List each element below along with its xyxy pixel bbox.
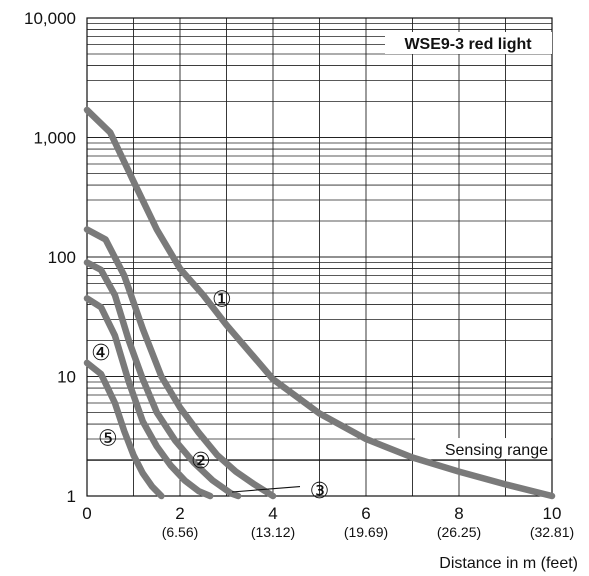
x-axis-title: Distance in m (feet) <box>439 555 578 572</box>
series-annotation-3: ③ <box>310 479 330 504</box>
y-tick-label: 10 <box>57 368 76 387</box>
annotation-leader-line <box>231 485 301 493</box>
series-annotation-1: ① <box>212 287 232 312</box>
series-annotation-4: ④ <box>91 341 111 366</box>
chart-title: WSE9-3 red light <box>404 36 532 53</box>
y-tick-label: 10,000 <box>24 9 76 28</box>
x-tick-sublabel: (19.69) <box>344 524 388 540</box>
x-tick-sublabel: (32.81) <box>530 524 574 540</box>
y-tick-label: 100 <box>48 248 76 267</box>
series-annotation-2: ② <box>191 449 211 474</box>
series-line-4 <box>83 295 214 500</box>
series-line-3 <box>83 259 242 500</box>
y-tick-label: 1,000 <box>33 129 76 148</box>
x-tick-label: 6 <box>361 504 370 523</box>
x-tick-sublabel: (13.12) <box>251 524 295 540</box>
series-annotation-5: ⑤ <box>98 426 118 451</box>
x-tick-sublabel: (6.56) <box>162 524 199 540</box>
y-tick-label: 1 <box>67 487 76 506</box>
plot-frame <box>86 17 553 497</box>
reference-label: Sensing range <box>445 442 548 459</box>
series-line-2 <box>83 226 277 500</box>
legend-box-background <box>385 32 552 54</box>
series-line-1 <box>83 106 556 500</box>
grid-layer: Sensing range <box>86 17 553 497</box>
x-tick-label: 4 <box>268 504 277 523</box>
series-line-5 <box>83 359 165 500</box>
x-tick-label: 0 <box>82 504 91 523</box>
reference-label-background <box>415 438 551 460</box>
x-tick-label: 8 <box>454 504 463 523</box>
series-layer <box>83 106 556 500</box>
x-tick-label: 2 <box>175 504 184 523</box>
x-tick-sublabel: (26.25) <box>437 524 481 540</box>
x-tick-label: 10 <box>543 504 562 523</box>
